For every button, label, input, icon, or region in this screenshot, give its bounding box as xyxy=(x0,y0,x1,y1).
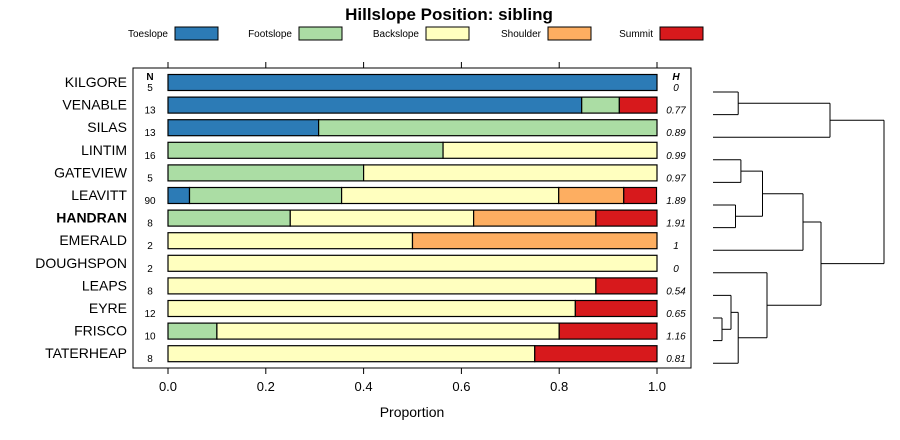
legend-swatch-footslope xyxy=(298,26,343,41)
row-label-lintim: LINTIM xyxy=(81,142,127,158)
x-tick-label-5: 1.0 xyxy=(648,379,666,394)
bar-segment-venable-toeslope xyxy=(167,96,583,114)
n-value-emerald: 2 xyxy=(147,241,153,252)
h-column-header: H xyxy=(672,72,680,83)
row-label-gateview: GATEVIEW xyxy=(54,164,128,180)
row-label-leavitt: LEAVITT xyxy=(71,187,127,203)
bar-segment-venable-footslope xyxy=(581,96,620,114)
legend-swatch-toeslope xyxy=(174,26,219,41)
legend-label-shoulder: Shoulder xyxy=(501,29,542,40)
x-tick-label-4: 0.8 xyxy=(550,379,568,394)
bar-segment-lintim-footslope xyxy=(167,141,444,159)
h-value-frisco: 1.16 xyxy=(666,332,686,343)
bar-segment-kilgore-toeslope xyxy=(167,73,658,92)
bar-segment-handran-backslope xyxy=(289,209,475,227)
row-label-kilgore: KILGORE xyxy=(65,74,127,90)
bar-segment-leaps-summit xyxy=(595,277,658,295)
bar-rows: KILGORE 5 0 VENABLE 13 0.77 SILAS 13 0.89 LINTIM 1… xyxy=(35,73,686,365)
bar-segment-handran-shoulder xyxy=(473,209,597,227)
bar-segment-silas-toeslope xyxy=(167,119,320,137)
n-value-venable: 13 xyxy=(144,106,156,117)
n-value-handran: 8 xyxy=(147,219,153,230)
row-label-frisco: FRISCO xyxy=(74,323,127,339)
n-value-leavitt: 90 xyxy=(144,196,156,207)
x-tick-label-3: 0.6 xyxy=(452,379,470,394)
x-axis: 0.0 0.2 0.4 0.6 0.8 1.0 xyxy=(159,62,666,394)
row-label-handran: HANDRAN xyxy=(56,210,127,226)
h-value-emerald: 1 xyxy=(673,241,679,252)
h-value-doughspon: 0 xyxy=(673,264,679,275)
bar-segment-leavitt-footslope xyxy=(188,186,343,205)
row-label-taterheap: TATERHEAP xyxy=(45,345,127,361)
h-value-handran: 1.91 xyxy=(666,219,685,230)
legend: Toeslope Footslope Backslope Shoulder Summit xyxy=(128,26,704,41)
h-value-lintim: 0.99 xyxy=(666,151,686,162)
n-value-leaps: 8 xyxy=(147,286,153,297)
legend-swatch-shoulder xyxy=(547,26,592,41)
dendrogram xyxy=(713,91,885,364)
legend-label-backslope: Backslope xyxy=(373,29,420,40)
n-value-taterheap: 8 xyxy=(147,354,153,365)
x-tick-label-2: 0.4 xyxy=(355,379,373,394)
h-value-kilgore: 0 xyxy=(673,83,679,94)
n-value-frisco: 10 xyxy=(144,332,156,343)
row-label-doughspon: DOUGHSPON xyxy=(35,255,127,271)
bar-segment-leavitt-backslope xyxy=(340,186,560,205)
bar-segment-taterheap-backslope xyxy=(167,345,536,363)
bar-segment-frisco-backslope xyxy=(216,322,560,340)
row-label-emerald: EMERALD xyxy=(59,232,127,248)
x-axis-label: Proportion xyxy=(380,404,445,420)
chart-title: Hillslope Position: sibling xyxy=(345,5,553,24)
legend-swatch-summit xyxy=(659,26,704,41)
n-value-doughspon: 2 xyxy=(147,264,153,275)
bar-segment-emerald-shoulder xyxy=(411,232,658,250)
bar-segment-doughspon-backslope xyxy=(167,254,658,272)
bar-segment-leavitt-toeslope xyxy=(167,186,191,205)
bar-segment-leaps-backslope xyxy=(167,277,597,295)
legend-label-summit: Summit xyxy=(619,29,653,40)
bar-segment-leavitt-summit xyxy=(623,186,658,205)
h-value-taterheap: 0.81 xyxy=(666,354,685,365)
bar-segment-gateview-footslope xyxy=(167,164,365,182)
row-label-venable: VENABLE xyxy=(62,97,127,113)
row-label-silas: SILAS xyxy=(87,119,127,135)
row-label-leaps: LEAPS xyxy=(82,277,127,293)
legend-label-footslope: Footslope xyxy=(248,29,292,40)
bar-segment-eyre-summit xyxy=(574,299,658,318)
plot-frame xyxy=(132,67,692,369)
h-value-venable: 0.77 xyxy=(666,106,686,117)
h-value-leavitt: 1.89 xyxy=(666,196,686,207)
bar-segment-emerald-backslope xyxy=(167,232,414,250)
bar-segment-frisco-summit xyxy=(558,322,658,340)
bar-segment-lintim-backslope xyxy=(442,141,658,159)
x-tick-label-0: 0.0 xyxy=(159,379,177,394)
bar-segment-leavitt-shoulder xyxy=(558,186,625,205)
x-tick-label-1: 0.2 xyxy=(257,379,275,394)
n-value-gateview: 5 xyxy=(147,173,153,184)
bar-segment-eyre-backslope xyxy=(167,299,576,318)
bar-segment-gateview-backslope xyxy=(363,164,658,182)
bar-segment-venable-summit xyxy=(618,96,658,114)
n-value-lintim: 16 xyxy=(144,151,156,162)
h-value-leaps: 0.54 xyxy=(666,286,686,297)
legend-label-toeslope: Toeslope xyxy=(128,29,168,40)
bar-segment-frisco-footslope xyxy=(167,322,218,340)
bar-segment-handran-footslope xyxy=(167,209,291,227)
n-value-eyre: 12 xyxy=(144,309,156,320)
row-label-eyre: EYRE xyxy=(89,300,127,316)
legend-swatch-backslope xyxy=(425,26,470,41)
h-value-eyre: 0.65 xyxy=(666,309,686,320)
n-column-header: N xyxy=(146,72,153,83)
h-value-gateview: 0.97 xyxy=(666,173,686,184)
h-value-silas: 0.89 xyxy=(666,128,686,139)
bar-segment-taterheap-summit xyxy=(534,345,658,363)
n-value-silas: 13 xyxy=(144,128,156,139)
bar-segment-silas-footslope xyxy=(318,119,658,137)
bar-segment-handran-summit xyxy=(595,209,658,227)
n-value-kilgore: 5 xyxy=(147,83,153,94)
